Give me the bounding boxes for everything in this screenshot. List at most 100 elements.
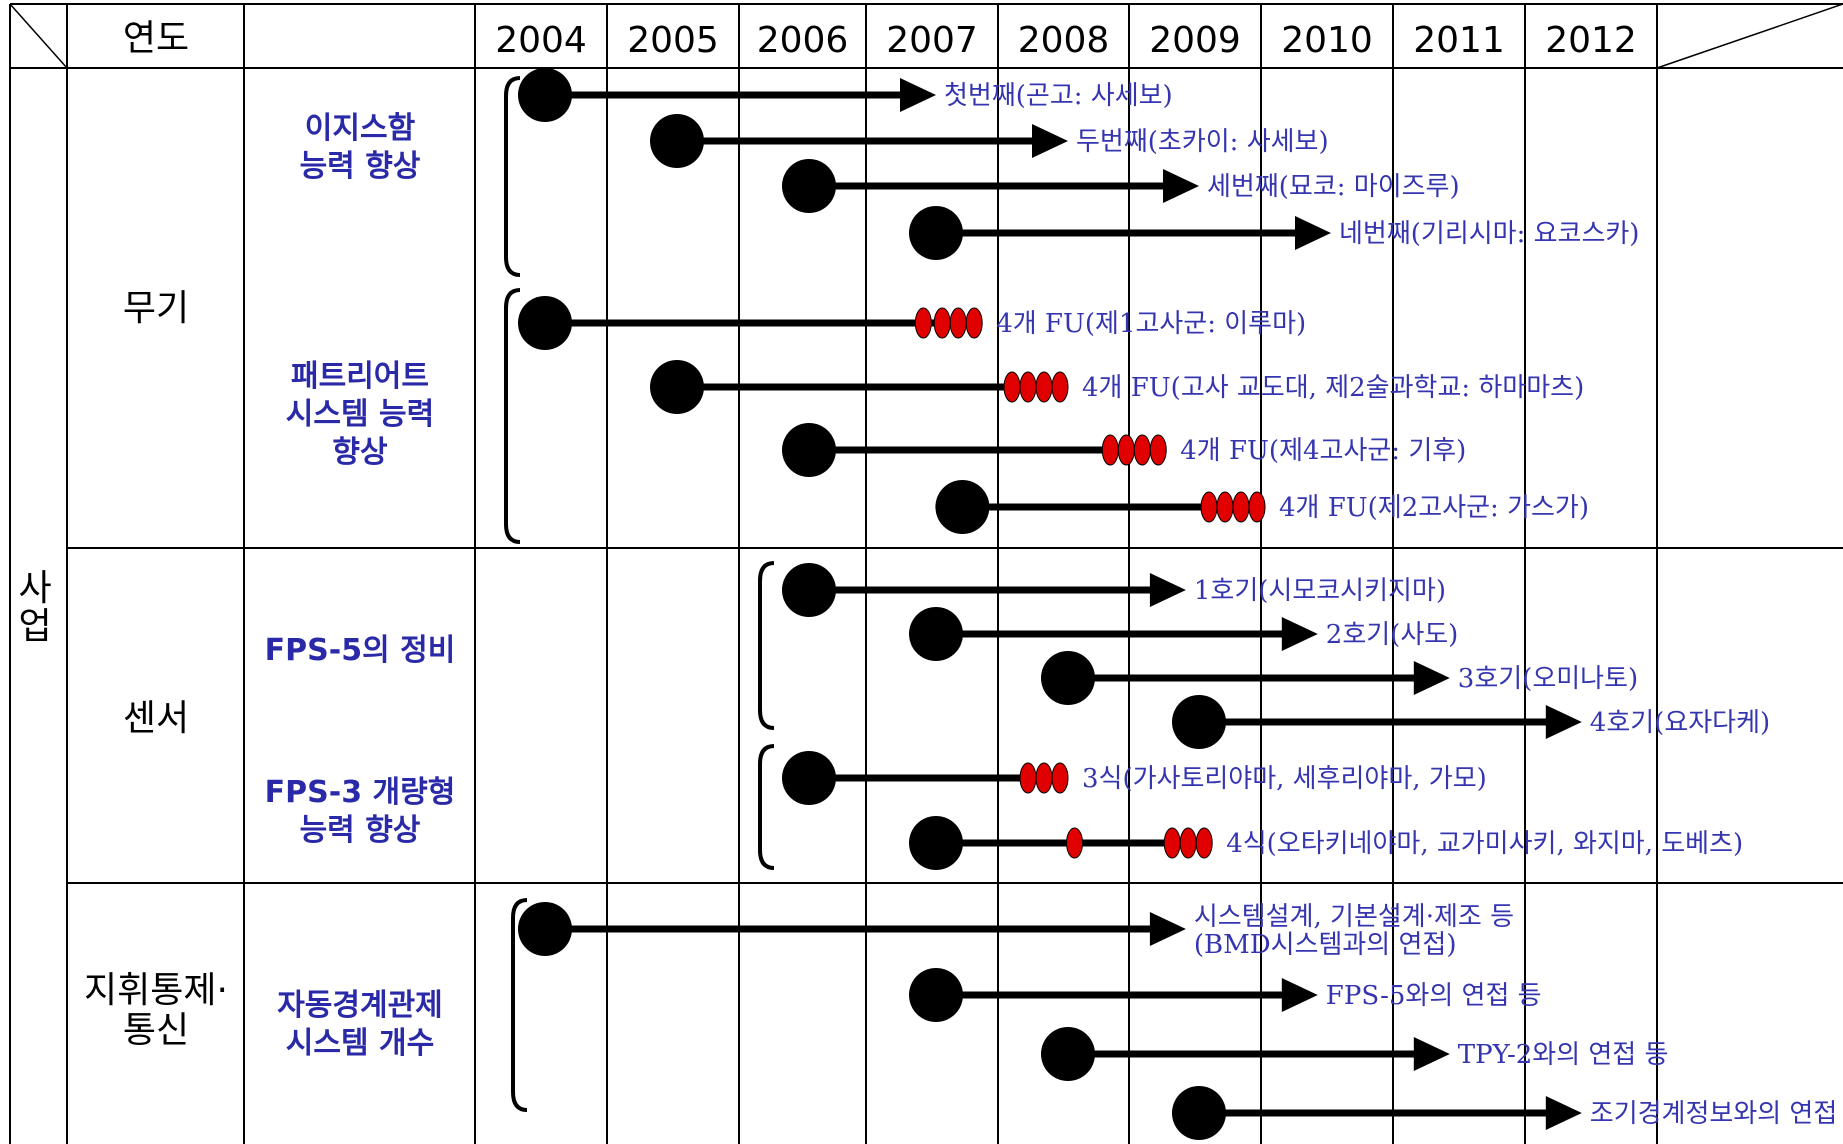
category-label-line: 센서 — [123, 698, 189, 739]
timeline-arrowhead — [1281, 617, 1318, 651]
category-label: 센서 — [123, 698, 189, 739]
timeline-label: 1호기(시모코시키지마) — [1194, 576, 1446, 606]
timeline-label-line: 3식(가사토리야마, 세후리야마, 가모) — [1082, 764, 1487, 794]
category-label-line: 통신 — [123, 1010, 189, 1051]
project-label-line: FPS-5의 정비 — [265, 633, 456, 668]
timeline-unit-marker — [914, 307, 932, 339]
year-header-label: 연도 — [123, 18, 189, 59]
timeline-3 — [909, 206, 1331, 260]
timeline-unit-marker — [933, 307, 951, 339]
timeline-label: 4식(오타키네야마, 교가미사키, 와지마, 도베츠) — [1226, 829, 1743, 859]
timeline-label: 첫번째(곤고: 사세보) — [944, 81, 1173, 111]
timeline-label-line: 시스템설계, 기본설계·제조 등 — [1194, 902, 1514, 932]
timeline-label: 4개 FU(제2고사군: 가스가) — [1279, 493, 1589, 523]
timeline-unit-marker — [1232, 491, 1250, 523]
timeline-arrowhead — [1149, 573, 1186, 607]
timeline-unit-marker — [1019, 371, 1037, 403]
project-label-line: 자동경계관제 — [277, 988, 443, 1023]
category-label-line: 무기 — [123, 288, 189, 329]
timeline-unit-marker — [1019, 762, 1037, 794]
timeline-unit-marker — [1035, 762, 1053, 794]
bracket-jadge — [511, 898, 528, 1112]
project-label-line: 시스템 개수 — [286, 1026, 434, 1061]
year-header-2004: 2004 — [495, 20, 587, 61]
timeline-label-line: 4개 FU(고사 교도대, 제2술과학교: 하마마츠) — [1082, 373, 1584, 403]
timeline-label: 3식(가사토리야마, 세후리야마, 가모) — [1082, 764, 1487, 794]
timeline-label: 조기경계정보와의 연접 등 — [1590, 1099, 1843, 1129]
timeline-label: 4개 FU(고사 교도대, 제2술과학교: 하마마츠) — [1082, 373, 1584, 403]
timeline-17 — [1172, 1086, 1582, 1140]
year-header-2010: 2010 — [1281, 20, 1373, 61]
category-label: 지휘통제· 통신 — [84, 970, 228, 1051]
project-label: FPS-5의 정비 — [265, 633, 456, 668]
timeline-label-line: 4개 FU(제4고사군: 기후) — [1180, 436, 1466, 466]
timeline-arrowhead — [1032, 124, 1068, 158]
timeline-label-line: 3호기(오미나토) — [1458, 664, 1638, 694]
project-label-line: 능력 향상 — [300, 813, 421, 848]
timeline-label: 두번째(초카이: 사세보) — [1076, 127, 1329, 157]
timeline-16 — [1041, 1027, 1450, 1081]
timeline-label: 네번째(기리시마: 요코스카) — [1339, 219, 1639, 249]
timeline-label-line: 4호기(요자다케) — [1590, 708, 1770, 738]
timeline-arrowhead — [1413, 1037, 1450, 1071]
side-label-char: 업 — [18, 606, 51, 647]
timeline-10 — [1041, 651, 1450, 705]
timeline-unit-marker — [1101, 434, 1119, 466]
timeline-label: 시스템설계, 기본설계·제조 등 (BMD시스템과의 연접) — [1194, 902, 1514, 960]
timeline-unit-marker — [949, 307, 967, 339]
timeline-unit-marker — [1195, 827, 1213, 859]
timeline-unit-marker — [1149, 434, 1167, 466]
timeline-label-line: TPY-2와의 연접 등 — [1458, 1040, 1669, 1070]
timeline-14 — [518, 902, 1186, 956]
timeline-unit-marker — [1163, 827, 1181, 859]
timeline-unit-marker — [1216, 491, 1234, 523]
timeline-arrowhead — [1281, 978, 1318, 1012]
timeline-unit-marker — [1051, 762, 1069, 794]
year-header-2007: 2007 — [886, 20, 978, 61]
project-label-line: 향상 — [332, 435, 388, 470]
timeline-label-line: 조기경계정보와의 연접 등 — [1590, 1099, 1843, 1129]
timeline-8 — [782, 563, 1186, 617]
timeline-4 — [518, 296, 983, 350]
timeline-unit-marker — [965, 307, 983, 339]
timeline-label: 세번째(묘코: 마이즈루) — [1207, 172, 1460, 202]
timeline-label: 2호기(사도) — [1326, 620, 1459, 650]
timeline-arrowhead — [1413, 661, 1450, 695]
timeline-label-line: 2호기(사도) — [1326, 620, 1459, 650]
timeline-label-line: 4식(오타키네야마, 교가미사키, 와지마, 도베츠) — [1226, 829, 1743, 859]
timeline-unit-marker — [1200, 491, 1218, 523]
timeline-label-line: FPS-5와의 연접 등 — [1326, 981, 1542, 1011]
timeline-label-line: 두번째(초카이: 사세보) — [1076, 127, 1329, 157]
year-header-2006: 2006 — [757, 20, 849, 61]
timeline-2 — [782, 159, 1199, 213]
timeline-label: 4호기(요자다케) — [1590, 708, 1770, 738]
project-label-line: FPS-3 개량형 — [265, 775, 456, 810]
timeline-arrowhead — [1295, 216, 1331, 250]
project-label-line: 시스템 능력 — [286, 397, 434, 432]
timeline-arrowhead — [1545, 705, 1582, 739]
timeline-arrowhead — [1545, 1096, 1582, 1130]
project-label-line: 패트리어트 — [291, 359, 429, 394]
timeline-6 — [782, 423, 1167, 477]
project-label: 자동경계관제 시스템 개수 — [277, 988, 443, 1061]
timeline-1 — [650, 114, 1068, 168]
project-label-line: 능력 향상 — [300, 149, 421, 184]
timeline-12 — [782, 751, 1069, 805]
timeline-label-line: 네번째(기리시마: 요코스카) — [1339, 219, 1639, 249]
year-header-2008: 2008 — [1018, 20, 1110, 61]
timeline-unit-marker — [1051, 371, 1069, 403]
bracket-patriot — [504, 288, 521, 544]
timeline-unit-marker — [1117, 434, 1135, 466]
bracket-fps3 — [758, 744, 775, 870]
year-header-2009: 2009 — [1149, 20, 1241, 61]
timeline-arrowhead — [1149, 912, 1186, 946]
year-header-2005: 2005 — [627, 20, 719, 61]
header-diagonal-right — [1656, 3, 1843, 69]
timeline-7 — [935, 480, 1266, 534]
header-diagonal-left — [9, 3, 68, 69]
year-header-2011: 2011 — [1413, 20, 1505, 61]
year-header-2012: 2012 — [1545, 20, 1637, 61]
timeline-label: FPS-5와의 연접 등 — [1326, 981, 1542, 1011]
timeline-unit-marker — [1035, 371, 1053, 403]
